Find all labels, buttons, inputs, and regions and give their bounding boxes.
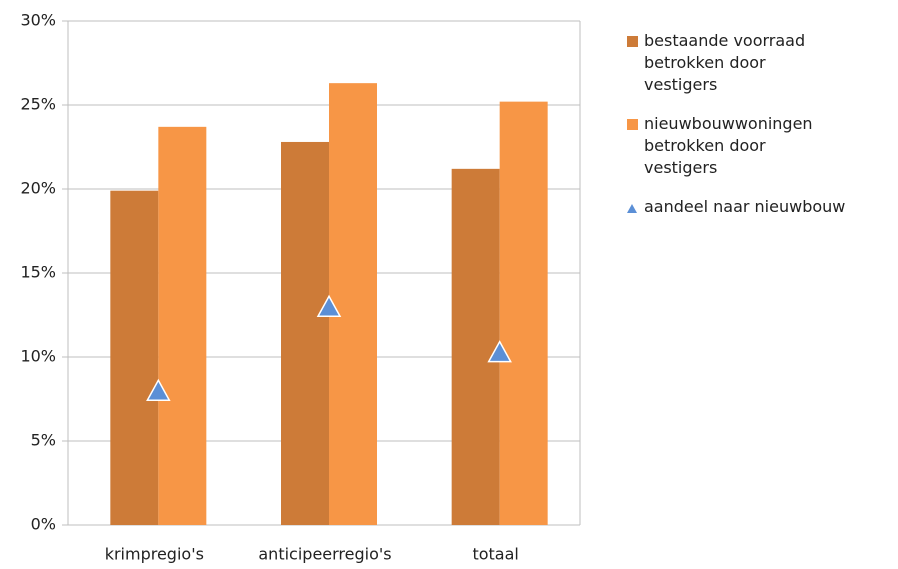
legend-swatch [627, 204, 637, 213]
x-tick-label: krimpregio's [105, 545, 204, 564]
y-tick-label: 10% [20, 347, 56, 366]
bar [110, 190, 159, 525]
legend: bestaande voorraad betrokken door vestig… [624, 30, 898, 235]
y-tick-label: 5% [31, 431, 56, 450]
legend-label: aandeel naar nieuwbouw [644, 197, 846, 216]
legend-item: nieuwbouwwoningen betrokken door vestige… [624, 113, 898, 179]
legend-item: aandeel naar nieuwbouw [624, 196, 898, 218]
y-tick-label: 25% [20, 95, 56, 114]
bar [158, 126, 207, 525]
legend-swatch [627, 36, 638, 47]
bar [329, 83, 377, 525]
legend-label: bestaande voorraad betrokken door vestig… [644, 31, 806, 94]
y-tick-label: 15% [20, 263, 56, 282]
marker [146, 378, 171, 402]
bar [281, 141, 329, 525]
marker [487, 340, 512, 363]
bar [451, 168, 500, 525]
legend-label: nieuwbouwwoningen betrokken door vestige… [644, 114, 813, 177]
y-tick-label: 0% [31, 515, 56, 534]
y-tick-label: 20% [20, 179, 56, 198]
y-tick-label: 30% [20, 11, 56, 30]
legend-swatch [627, 119, 638, 130]
marker [316, 294, 342, 318]
bar [499, 101, 548, 525]
x-tick-label: totaal [472, 545, 518, 564]
legend-item: bestaande voorraad betrokken door vestig… [624, 30, 898, 96]
x-tick-label: anticipeerregio's [258, 545, 391, 564]
